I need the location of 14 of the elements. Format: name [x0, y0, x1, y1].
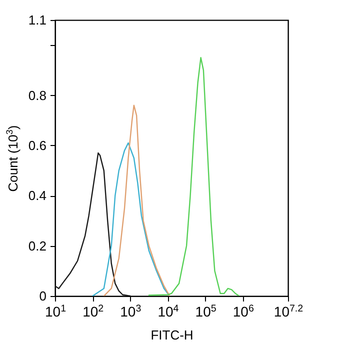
x-tick-label: 10$^{4}$: [158, 303, 180, 320]
y-tick-label: 1.1: [28, 12, 46, 28]
x-tick-label: 10$^{3}$: [120, 303, 142, 320]
y-tick-label: 0.6: [28, 138, 46, 153]
x-tick-label: 10$^{2}$: [82, 303, 104, 320]
y-tick-label: 0.8: [28, 88, 46, 103]
y-tick-label: 0.4: [28, 188, 46, 204]
y-tick-label: 0: [39, 288, 46, 304]
y-tick-label: 0.2: [28, 238, 46, 254]
x-tick-label: 10$^{1}$: [44, 303, 66, 320]
x-axis-title: FITC-H: [150, 328, 194, 342]
x-tick-label: 10$^{6}$: [232, 303, 254, 320]
x-tick-label: 10$^{7.2}$: [274, 303, 304, 320]
x-tick-label: 10$^{5}$: [195, 303, 217, 320]
